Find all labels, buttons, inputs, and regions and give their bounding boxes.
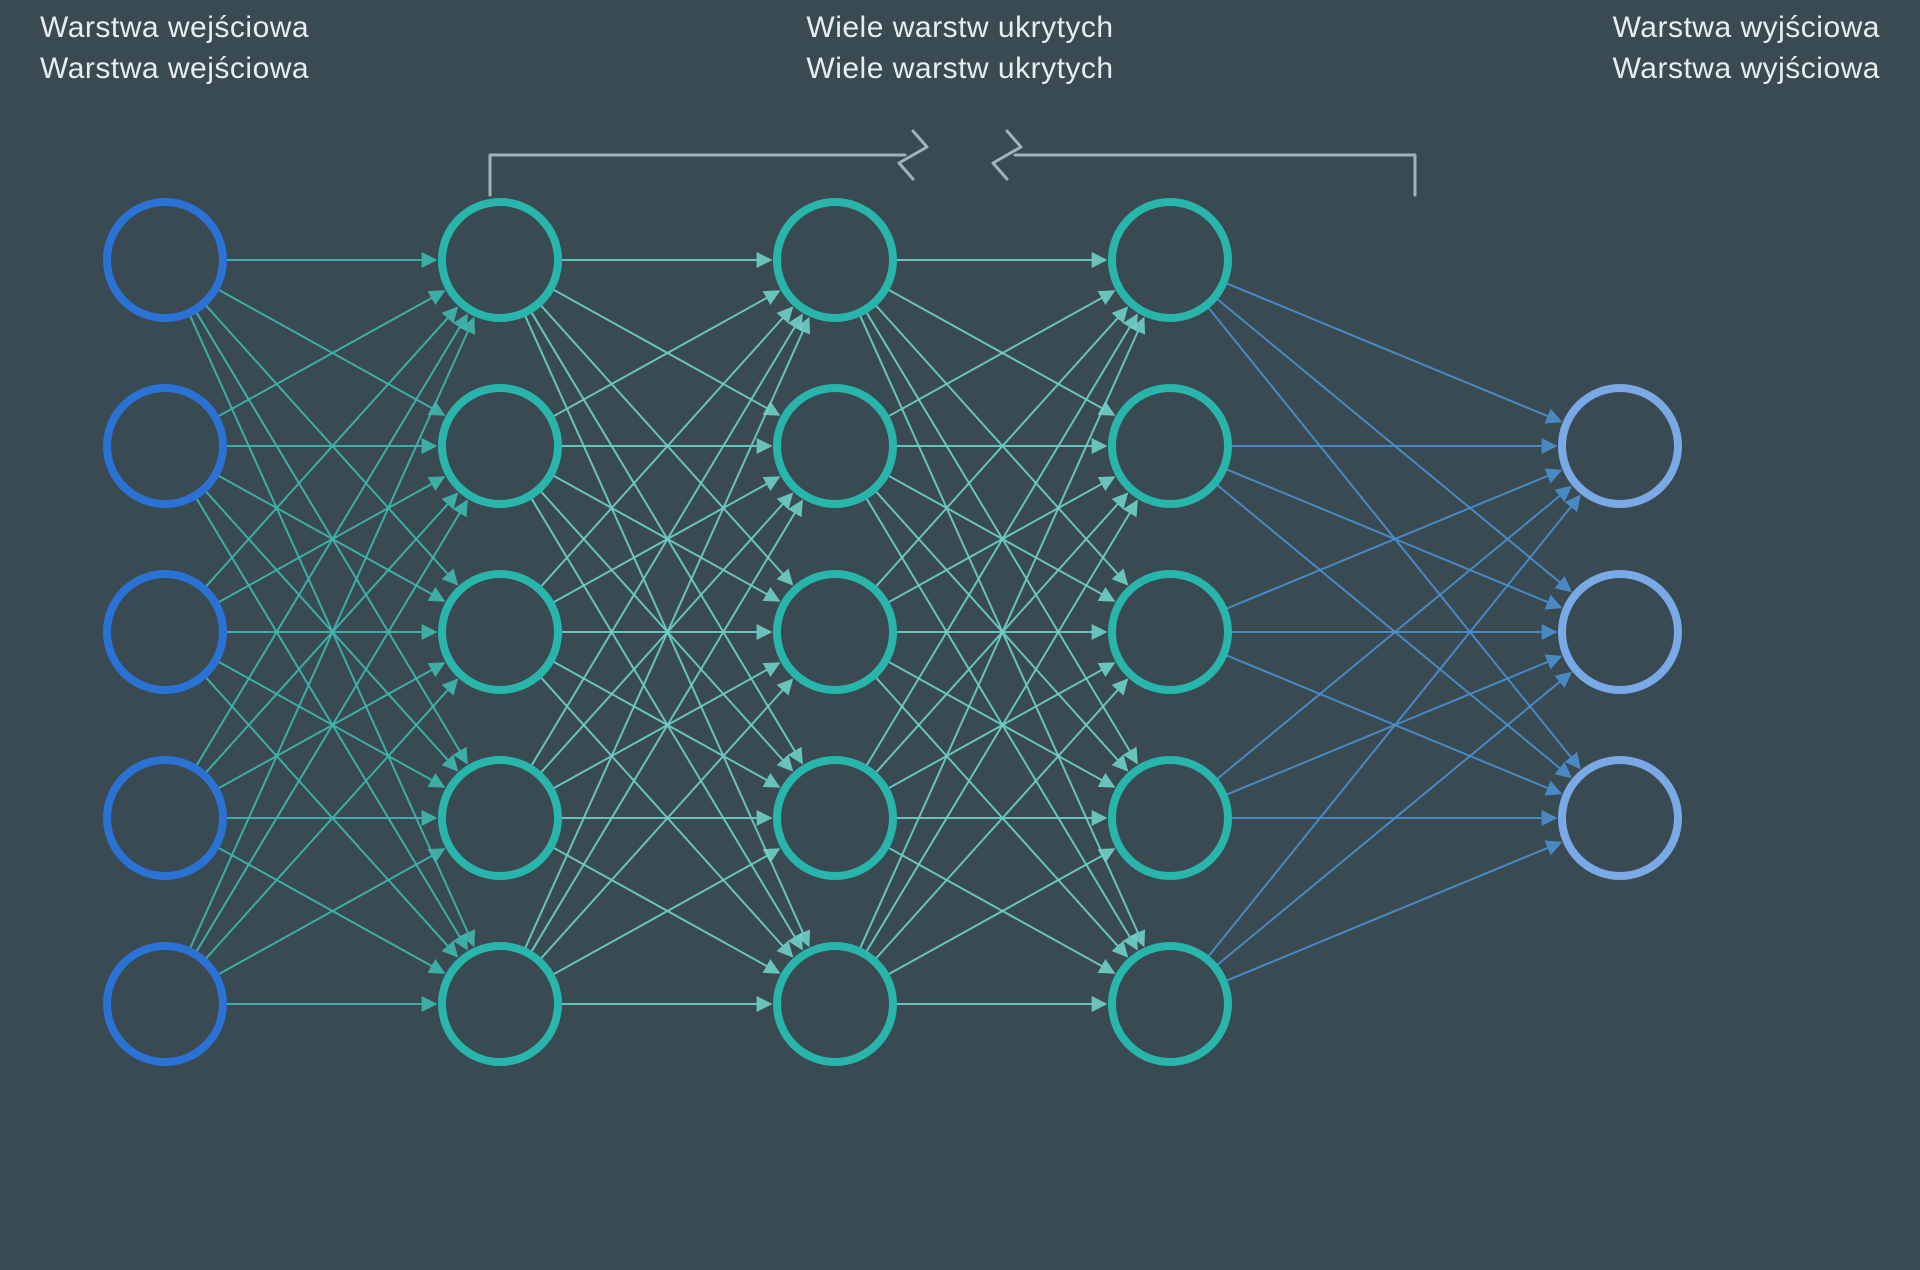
edge — [1225, 470, 1560, 609]
edge — [217, 847, 444, 973]
edge — [887, 289, 1114, 415]
edge — [1208, 496, 1580, 957]
edge — [205, 677, 457, 957]
node-hidden1-1 — [442, 388, 558, 504]
edge — [190, 318, 474, 949]
edge — [196, 315, 467, 767]
node-hidden1-3 — [442, 760, 558, 876]
edge — [217, 289, 444, 415]
edge — [217, 661, 444, 787]
node-input-3 — [107, 760, 223, 876]
node-hidden3-1 — [1112, 388, 1228, 504]
node-hidden2-4 — [777, 946, 893, 1062]
edge — [866, 315, 1137, 767]
edge — [887, 475, 1114, 601]
node-hidden2-0 — [777, 202, 893, 318]
node-input-2 — [107, 574, 223, 690]
neural-network-diagram — [0, 0, 1920, 1270]
edge — [1216, 298, 1570, 591]
edge — [552, 847, 779, 973]
edges — [190, 260, 1580, 1004]
edge — [1216, 484, 1570, 777]
edge — [1225, 655, 1560, 794]
edge — [875, 677, 1127, 957]
edge — [205, 308, 457, 588]
edge — [887, 849, 1114, 975]
edge — [217, 849, 444, 975]
node-output-0 — [1562, 388, 1678, 504]
edge — [552, 475, 779, 601]
edge — [887, 847, 1114, 973]
edge — [860, 318, 1144, 949]
edge — [552, 291, 779, 417]
edge — [540, 308, 792, 588]
node-output-1 — [1562, 574, 1678, 690]
edge — [1225, 469, 1560, 608]
edge — [217, 291, 444, 417]
node-hidden2-2 — [777, 574, 893, 690]
edge — [531, 501, 802, 953]
node-output-2 — [1562, 760, 1678, 876]
edge — [887, 661, 1114, 787]
node-hidden2-3 — [777, 760, 893, 876]
edge — [875, 308, 1127, 588]
edge — [552, 849, 779, 975]
edge — [552, 661, 779, 787]
node-input-4 — [107, 946, 223, 1062]
edge — [552, 289, 779, 415]
edge — [1216, 487, 1570, 780]
node-hidden3-2 — [1112, 574, 1228, 690]
node-hidden3-4 — [1112, 946, 1228, 1062]
edge — [1225, 842, 1560, 981]
edge — [531, 315, 802, 767]
node-hidden3-3 — [1112, 760, 1228, 876]
node-hidden1-4 — [442, 946, 558, 1062]
node-hidden1-2 — [442, 574, 558, 690]
edge — [196, 501, 467, 953]
node-input-1 — [107, 388, 223, 504]
edge — [540, 677, 792, 957]
edge — [525, 318, 809, 949]
hidden-layers-bracket — [490, 131, 1415, 195]
edge — [1225, 283, 1560, 422]
edge — [866, 501, 1137, 953]
edge — [217, 475, 444, 601]
node-input-0 — [107, 202, 223, 318]
node-hidden1-0 — [442, 202, 558, 318]
node-hidden3-0 — [1112, 202, 1228, 318]
node-hidden2-1 — [777, 388, 893, 504]
edge — [1216, 673, 1570, 966]
edge — [887, 291, 1114, 417]
